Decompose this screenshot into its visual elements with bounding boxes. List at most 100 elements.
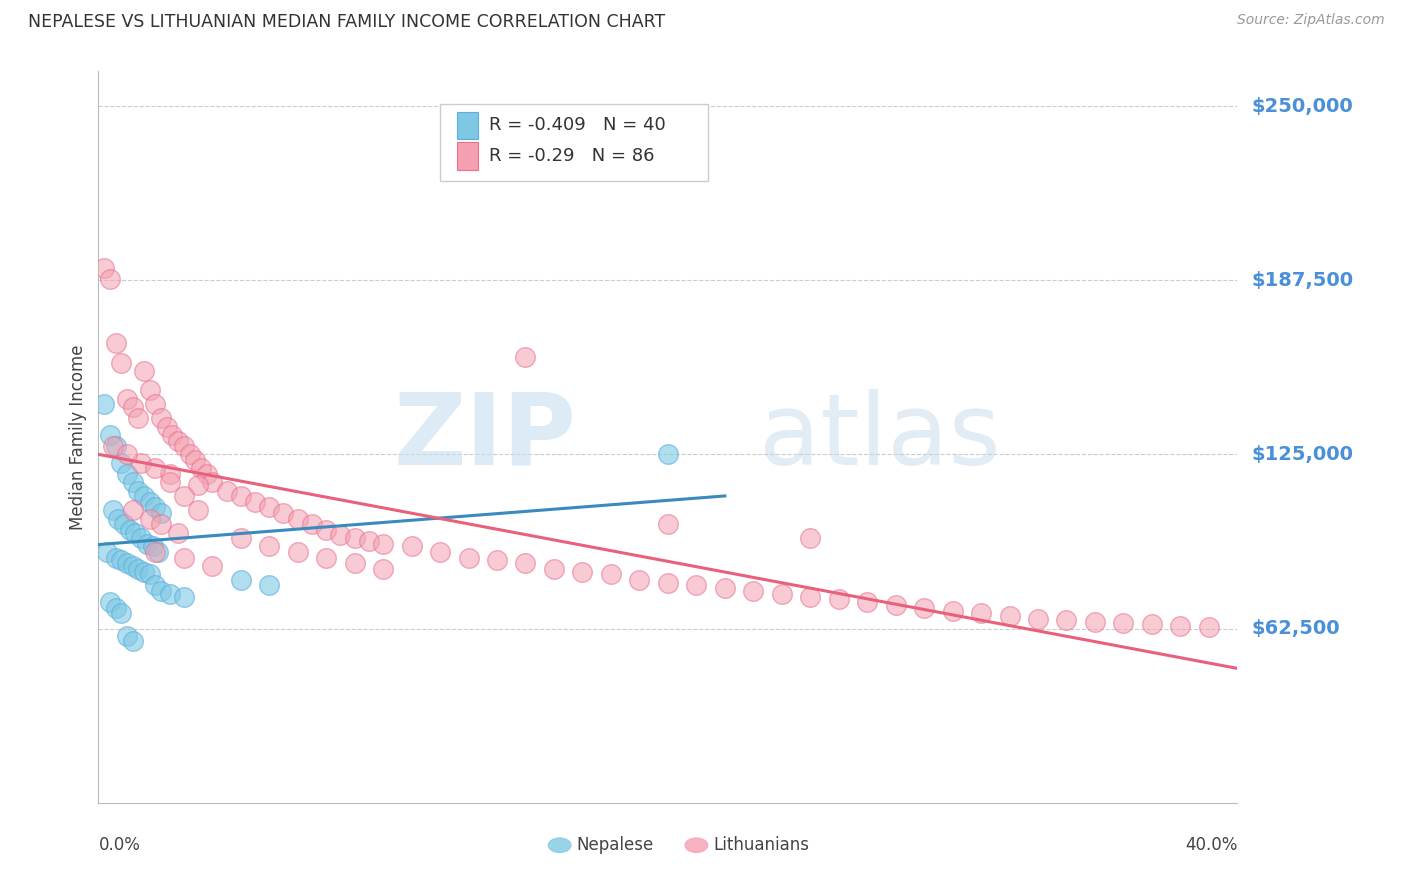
Point bbox=[770, 587, 793, 601]
Point bbox=[799, 590, 821, 604]
Point bbox=[121, 503, 143, 517]
Point bbox=[129, 456, 152, 470]
Point bbox=[107, 511, 129, 525]
Point bbox=[93, 260, 115, 275]
Point bbox=[259, 578, 281, 592]
Point bbox=[173, 590, 195, 604]
Point bbox=[195, 467, 218, 481]
Point bbox=[115, 467, 138, 481]
Point bbox=[373, 562, 395, 576]
Point bbox=[229, 573, 252, 587]
Point bbox=[184, 453, 207, 467]
Point bbox=[98, 428, 121, 442]
Text: R = -0.409   N = 40: R = -0.409 N = 40 bbox=[489, 117, 666, 135]
Point bbox=[132, 565, 155, 579]
Point bbox=[884, 598, 907, 612]
Point bbox=[187, 503, 209, 517]
Point bbox=[167, 434, 190, 448]
Point bbox=[148, 545, 170, 559]
Point bbox=[145, 500, 167, 515]
Point bbox=[287, 545, 309, 559]
Point bbox=[942, 603, 965, 617]
Point bbox=[243, 495, 266, 509]
Point bbox=[132, 364, 155, 378]
Point bbox=[121, 634, 143, 648]
Point bbox=[187, 478, 209, 492]
Point bbox=[127, 562, 149, 576]
Point bbox=[118, 523, 141, 537]
Point bbox=[127, 483, 149, 498]
Point bbox=[110, 553, 132, 567]
Point bbox=[127, 411, 149, 425]
Point bbox=[104, 439, 127, 453]
Point bbox=[135, 536, 157, 550]
Point bbox=[104, 550, 127, 565]
Point bbox=[799, 531, 821, 545]
Point bbox=[121, 400, 143, 414]
Point bbox=[104, 600, 127, 615]
Point bbox=[173, 439, 195, 453]
Point bbox=[145, 545, 167, 559]
Point bbox=[329, 528, 352, 542]
Point bbox=[215, 483, 238, 498]
Point bbox=[167, 525, 190, 540]
Point bbox=[159, 467, 181, 481]
Point bbox=[457, 550, 479, 565]
Point bbox=[628, 573, 651, 587]
Point bbox=[101, 439, 124, 453]
Text: $62,500: $62,500 bbox=[1251, 619, 1340, 638]
Point bbox=[124, 525, 146, 540]
Point bbox=[259, 540, 281, 554]
Point bbox=[115, 629, 138, 643]
Point bbox=[150, 411, 173, 425]
Bar bbox=[457, 112, 478, 139]
Text: 0.0%: 0.0% bbox=[98, 836, 141, 854]
Text: NEPALESE VS LITHUANIAN MEDIAN FAMILY INCOME CORRELATION CHART: NEPALESE VS LITHUANIAN MEDIAN FAMILY INC… bbox=[28, 13, 665, 31]
Point bbox=[115, 392, 138, 406]
Point bbox=[1140, 617, 1163, 632]
Point bbox=[121, 475, 143, 490]
Text: $250,000: $250,000 bbox=[1251, 96, 1353, 116]
Point bbox=[129, 531, 152, 545]
Point bbox=[856, 595, 879, 609]
Point bbox=[1198, 620, 1220, 634]
Point bbox=[1084, 615, 1107, 629]
Circle shape bbox=[548, 838, 571, 853]
Text: Nepalese: Nepalese bbox=[576, 836, 654, 855]
FancyBboxPatch shape bbox=[440, 104, 707, 181]
Point bbox=[173, 489, 195, 503]
Text: Lithuanians: Lithuanians bbox=[713, 836, 810, 855]
Point bbox=[229, 531, 252, 545]
Point bbox=[998, 609, 1021, 624]
Point bbox=[486, 553, 509, 567]
Text: R = -0.29   N = 86: R = -0.29 N = 86 bbox=[489, 147, 655, 165]
Point bbox=[96, 545, 118, 559]
Point bbox=[159, 475, 181, 490]
Point bbox=[145, 461, 167, 475]
Point bbox=[162, 428, 184, 442]
Point bbox=[138, 384, 160, 398]
Point bbox=[315, 550, 337, 565]
Point bbox=[156, 419, 179, 434]
Point bbox=[259, 500, 281, 515]
Point bbox=[1056, 613, 1078, 627]
Point bbox=[115, 448, 138, 462]
Point bbox=[600, 567, 623, 582]
Point bbox=[101, 503, 124, 517]
Point bbox=[229, 489, 252, 503]
Point bbox=[343, 556, 366, 570]
Point bbox=[301, 517, 323, 532]
Point bbox=[742, 584, 765, 599]
Point bbox=[190, 461, 212, 475]
Point bbox=[110, 456, 132, 470]
Point bbox=[112, 517, 135, 532]
Point bbox=[571, 565, 593, 579]
Point bbox=[401, 540, 423, 554]
Point bbox=[115, 556, 138, 570]
Circle shape bbox=[685, 838, 707, 853]
Text: Source: ZipAtlas.com: Source: ZipAtlas.com bbox=[1237, 13, 1385, 28]
Point bbox=[138, 495, 160, 509]
Point bbox=[98, 272, 121, 286]
Point bbox=[150, 584, 173, 599]
Point bbox=[1112, 616, 1135, 631]
